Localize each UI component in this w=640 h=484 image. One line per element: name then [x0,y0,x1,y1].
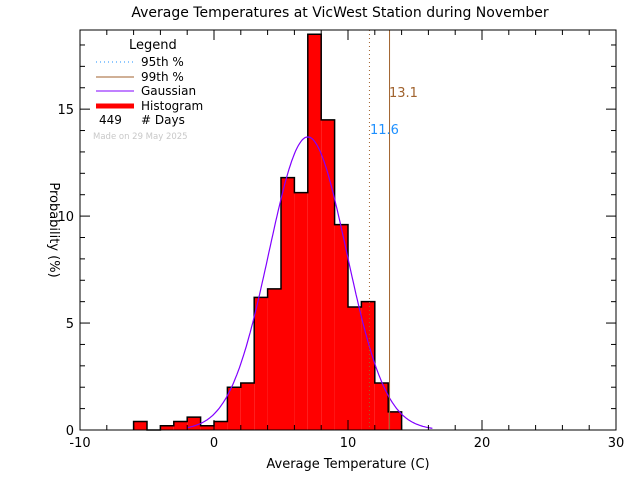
histogram-bar [240,382,255,430]
legend: Legend 95th % 99th % Gaussian Histogram … [93,38,203,142]
histogram-bar [361,301,375,430]
histogram-bar [160,425,174,430]
histogram-bar [254,297,268,430]
histogram-bar [227,387,241,430]
histogram-bar [334,224,348,430]
histogram-bar [173,421,188,430]
histogram-bar [374,382,389,430]
histogram-bar [348,307,362,430]
histogram-bar [187,417,201,430]
histogram-bar [307,34,322,430]
gaussian-curve [187,136,433,429]
p95-label: 11.6 [370,123,399,138]
chart-title: Average Temperatures at VicWest Station … [131,5,549,21]
histogram-bar [281,177,295,430]
x-tick-label: 30 [608,436,625,451]
x-axis-label: Average Temperature (C) [266,457,429,472]
legend-title: Legend [129,38,177,53]
histogram-bar [294,192,308,430]
histogram-bar [388,411,402,430]
x-tick-label: -10 [69,436,90,451]
legend-p95: 95th % [141,55,184,69]
x-tick-label: 20 [474,436,491,451]
y-tick-label: 15 [57,103,74,118]
histogram-bar [200,425,214,430]
y-tick-label: 0 [66,424,74,439]
y-axis-label: Probability (%) [46,182,61,277]
legend-histogram: Histogram [141,99,203,113]
y-tick-label: 5 [66,317,74,332]
histogram-bar [267,288,281,430]
y-tick-label: 10 [57,210,74,225]
days-label: # Days [141,113,185,127]
histogram-bar [214,421,228,430]
histogram-bar [321,119,335,430]
histogram-outline [132,33,403,431]
x-tick-label: 0 [210,436,218,451]
x-tick-label: 10 [340,436,357,451]
legend-gaussian: Gaussian [141,84,196,98]
legend-p99: 99th % [141,70,184,84]
days-count: 449 [99,113,122,127]
histogram-bar [133,421,147,430]
p99-label: 13.1 [389,86,418,101]
made-on-note: Made on 29 May 2025 [93,132,188,142]
